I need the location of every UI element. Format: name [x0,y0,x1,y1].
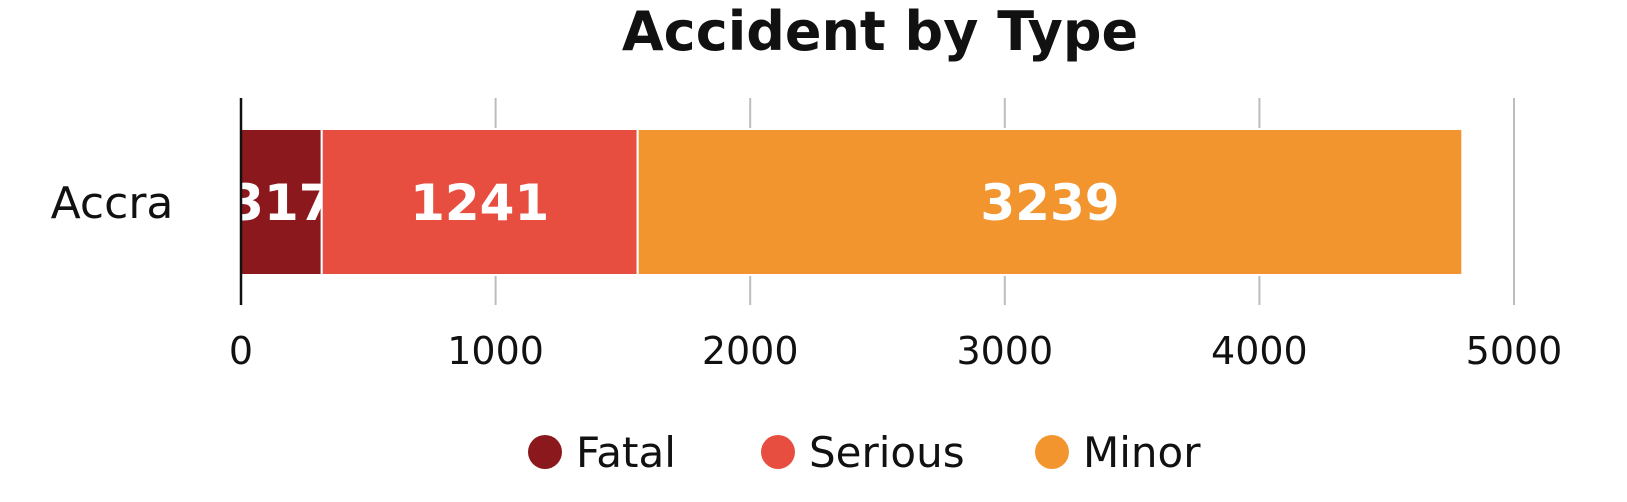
legend: Fatal Serious Minor [528,428,1201,477]
legend-label-minor: Minor [1083,428,1201,477]
x-tick-label: 2000 [702,329,799,373]
category-label: Accra [51,178,174,229]
x-tick-label: 3000 [956,329,1053,373]
category-labels: Accra [51,178,174,229]
legend-swatch-fatal [528,435,562,469]
x-tick-label: 1000 [447,329,544,373]
x-tick-label: 0 [229,329,253,373]
x-tick-label: 4000 [1211,329,1308,373]
data-label-fatal: 317 [229,174,333,232]
x-tick-labels: 0 1000 2000 3000 4000 5000 [229,329,1562,373]
data-label-minor: 3239 [980,174,1119,232]
bar-segment-serious [320,128,639,276]
data-label-serious: 1241 [410,174,549,232]
legend-swatch-minor [1035,435,1069,469]
legend-label-serious: Serious [809,428,965,477]
bars: 317 1241 3239 [229,128,1464,276]
legend-label-fatal: Fatal [576,428,676,477]
bar-segment-fatal [240,128,323,276]
bar-segment-minor [636,128,1464,276]
x-tick-label: 5000 [1466,329,1563,373]
legend-swatch-serious [761,435,795,469]
chart-title: Accident by Type [622,0,1138,63]
